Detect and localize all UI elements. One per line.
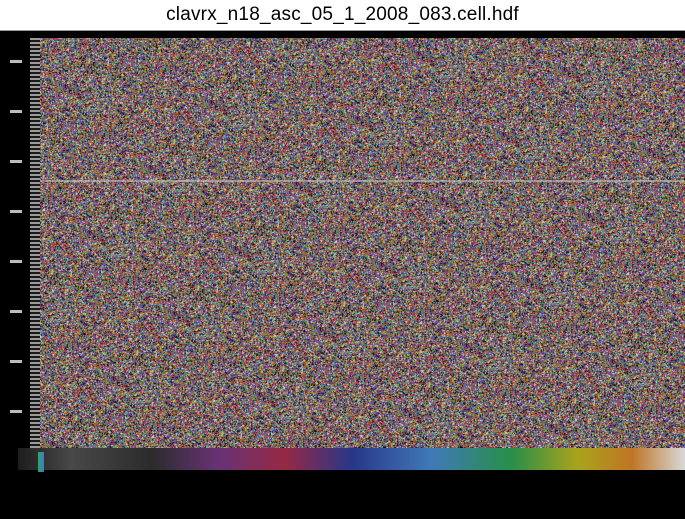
left-scan-band — [30, 38, 40, 450]
scan-line — [40, 180, 685, 182]
window-title: clavrx_n18_asc_05_1_2008_083.cell.hdf — [166, 4, 519, 25]
color-bar — [18, 448, 685, 470]
color-bar-axis — [0, 472, 685, 519]
satellite-image-plot — [40, 38, 685, 448]
noise-image — [40, 38, 685, 448]
y-axis-marks — [4, 40, 28, 450]
title-bar: clavrx_n18_asc_05_1_2008_083.cell.hdf — [0, 0, 685, 31]
